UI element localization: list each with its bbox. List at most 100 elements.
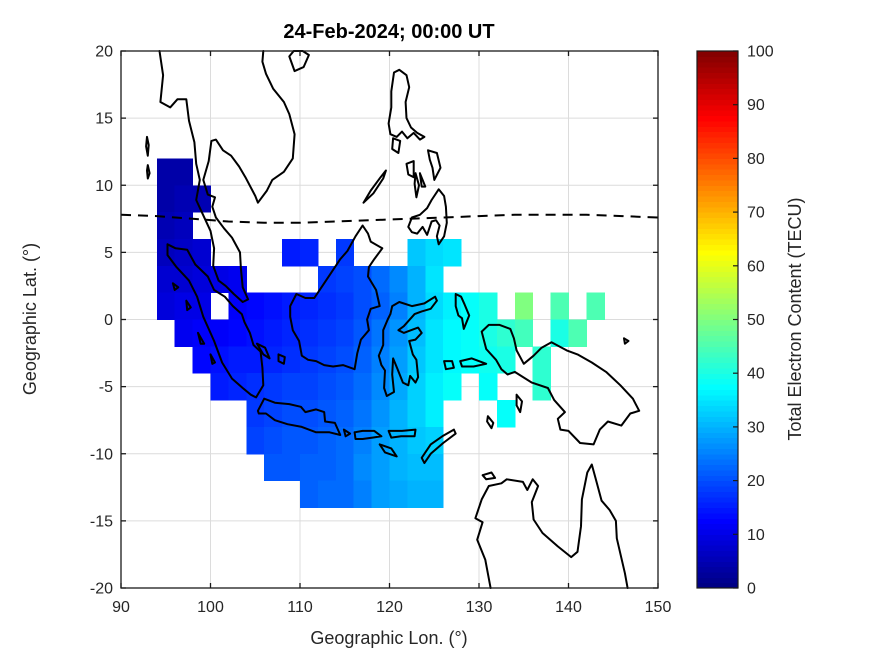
tec-cell [282, 319, 301, 347]
y-tick-label: 0 [104, 312, 113, 329]
colorbar-gradient-segment [697, 512, 738, 519]
coastline-path [623, 337, 630, 345]
y-tick-label: 20 [95, 44, 113, 61]
colorbar-gradient-segment [697, 99, 738, 106]
tec-cell [192, 346, 211, 374]
colorbar-gradient-segment [697, 104, 738, 111]
tec-cell [335, 346, 355, 374]
tec-cell [317, 373, 337, 401]
y-tick-label: -15 [90, 513, 113, 530]
colorbar-gradient-segment [697, 212, 738, 219]
tec-cell [425, 346, 444, 374]
tec-cell [300, 319, 319, 347]
colorbar-gradient-segment [697, 485, 738, 492]
tec-cell [282, 373, 301, 401]
colorbar-gradient-segment [697, 228, 738, 235]
tec-cell [317, 426, 337, 455]
tec-cell [282, 453, 301, 482]
colorbar-gradient-segment [697, 271, 738, 278]
colorbar-gradient-segment [697, 346, 738, 353]
tec-cell [192, 292, 211, 320]
x-tick-label: 90 [112, 599, 130, 616]
tec-cell [264, 373, 283, 401]
tec-cell [264, 292, 283, 320]
tec-cell [425, 453, 444, 482]
coastline-path [256, 342, 271, 360]
colorbar-tick-label: 20 [747, 473, 765, 490]
tec-cell [335, 453, 355, 482]
colorbar-gradient-segment [697, 233, 738, 240]
tec-cell [407, 426, 426, 455]
colorbar-tick-label: 70 [747, 205, 765, 222]
colorbar-gradient-segment [697, 67, 738, 74]
coastline-path [277, 353, 286, 365]
coastline-path [443, 360, 455, 371]
colorbar-gradient-segment [697, 265, 738, 272]
colorbar-gradient-segment [697, 491, 738, 498]
x-tick-label: 130 [466, 599, 493, 616]
tec-cell [210, 373, 229, 401]
colorbar-gradient-segment [697, 77, 738, 84]
coastline-path [387, 428, 417, 439]
colorbar-gradient-segment [697, 238, 738, 245]
colorbar-gradient-segment [697, 432, 738, 439]
colorbar-gradient-segment [697, 453, 738, 460]
colorbar-gradient-segment [697, 405, 738, 412]
tec-cell [496, 400, 516, 428]
colorbar-gradient-segment [697, 502, 738, 509]
colorbar-gradient-segment [697, 201, 738, 208]
colorbar-gradient-segment [697, 314, 738, 321]
coastline-path [256, 397, 342, 436]
tec-cell [550, 292, 569, 320]
tec-cell [264, 426, 283, 455]
colorbar-gradient-segment [697, 195, 738, 202]
coastline-path [420, 428, 457, 465]
y-tick-label: -10 [90, 446, 113, 463]
colorbar-tick-label: 0 [747, 581, 756, 598]
tec-cell [192, 319, 211, 347]
colorbar-gradient-segment [697, 56, 738, 63]
colorbar-gradient-segment [697, 362, 738, 369]
colorbar-gradient-segment [697, 528, 738, 535]
colorbar-gradient-segment [697, 416, 738, 423]
tec-cell [174, 238, 194, 267]
tec-cell [174, 212, 194, 240]
tec-cell [174, 292, 194, 320]
tec-cell [246, 292, 265, 320]
tec-cell [282, 346, 301, 374]
colorbar-gradient-segment [697, 523, 738, 530]
coastline-path [209, 353, 216, 365]
colorbar-gradient-segment [697, 276, 738, 283]
tec-cell [192, 185, 211, 213]
tec-cell [443, 238, 462, 267]
tec-cell [335, 292, 355, 320]
tec-cell [389, 292, 408, 320]
colorbar-gradient-segment [697, 72, 738, 79]
colorbar-gradient-segment [697, 88, 738, 95]
tec-cell [568, 319, 587, 347]
coastline-path [480, 323, 641, 446]
tec-cell [443, 319, 462, 347]
coastline-path [185, 299, 192, 312]
colorbar-tick-label: 50 [747, 312, 765, 329]
colorbar-gradient-segment [697, 400, 738, 407]
coastline-path [459, 357, 488, 368]
coastline-path [418, 172, 427, 188]
tec-cell [228, 319, 247, 347]
tec-cell [586, 292, 605, 320]
tec-cell [389, 426, 408, 455]
tec-cell [246, 319, 265, 347]
tec-cell [335, 319, 355, 347]
tick-marks [120, 50, 659, 589]
colorbar-gradient-segment [697, 249, 738, 256]
tec-cell [353, 292, 373, 320]
colorbar-gradient-segment [697, 61, 738, 68]
colorbar-gradient-segment [697, 550, 738, 557]
x-tick-label: 100 [197, 599, 224, 616]
tec-cell [407, 400, 426, 428]
tec-cell [461, 292, 480, 320]
tec-cell [264, 346, 283, 374]
colorbar-gradient-segment [697, 561, 738, 568]
tec-cell [246, 426, 265, 455]
